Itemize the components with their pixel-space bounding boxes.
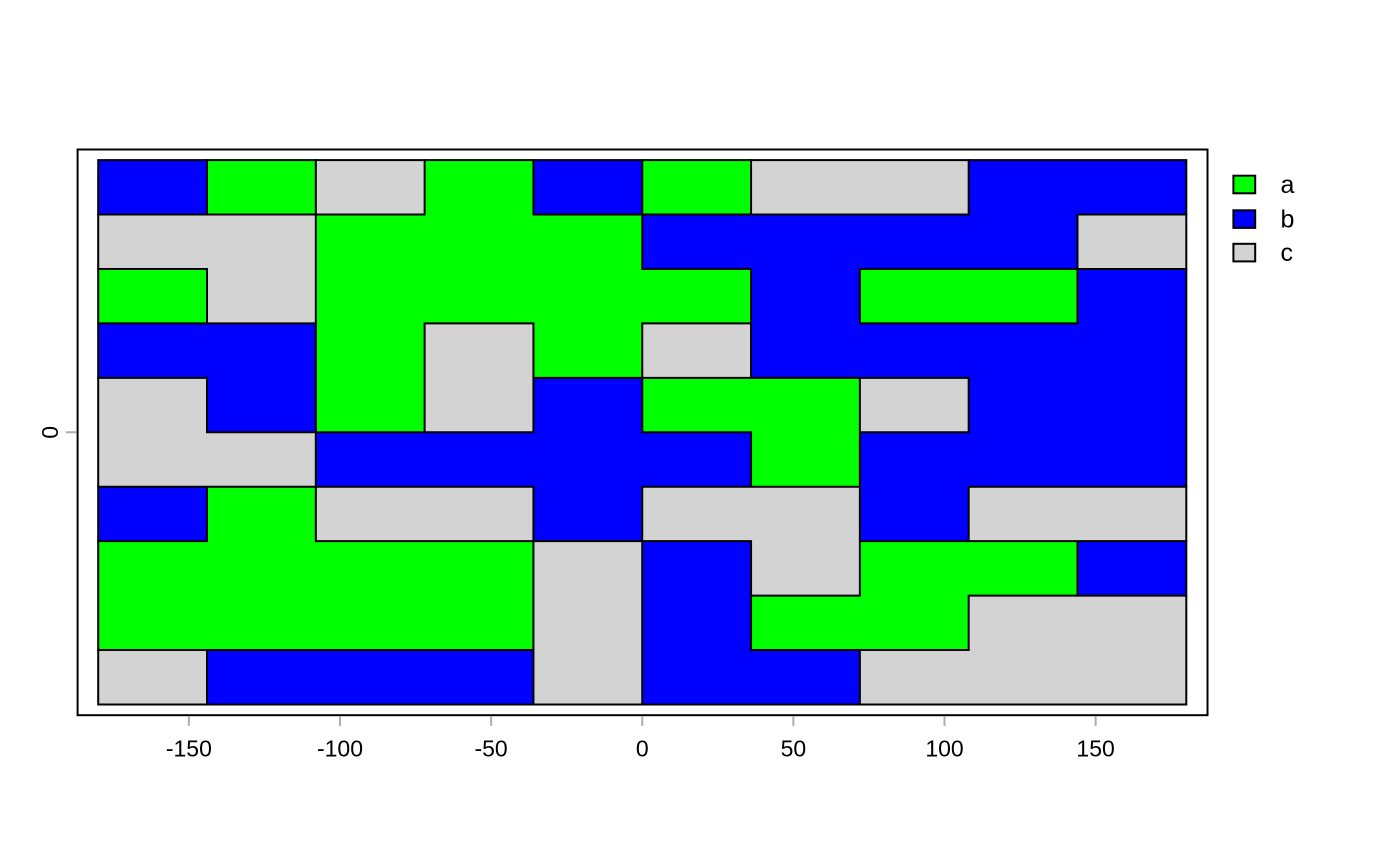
svg-text:50: 50 bbox=[781, 735, 807, 761]
svg-text:b: b bbox=[1281, 206, 1295, 234]
svg-text:0: 0 bbox=[636, 735, 649, 761]
svg-text:c: c bbox=[1281, 239, 1294, 267]
svg-text:-150: -150 bbox=[166, 735, 212, 761]
svg-text:100: 100 bbox=[925, 735, 963, 761]
svg-text:150: 150 bbox=[1076, 735, 1114, 761]
svg-text:a: a bbox=[1281, 171, 1295, 199]
svg-text:-50: -50 bbox=[474, 735, 507, 761]
svg-text:-100: -100 bbox=[317, 735, 363, 761]
svg-text:0: 0 bbox=[37, 426, 63, 439]
